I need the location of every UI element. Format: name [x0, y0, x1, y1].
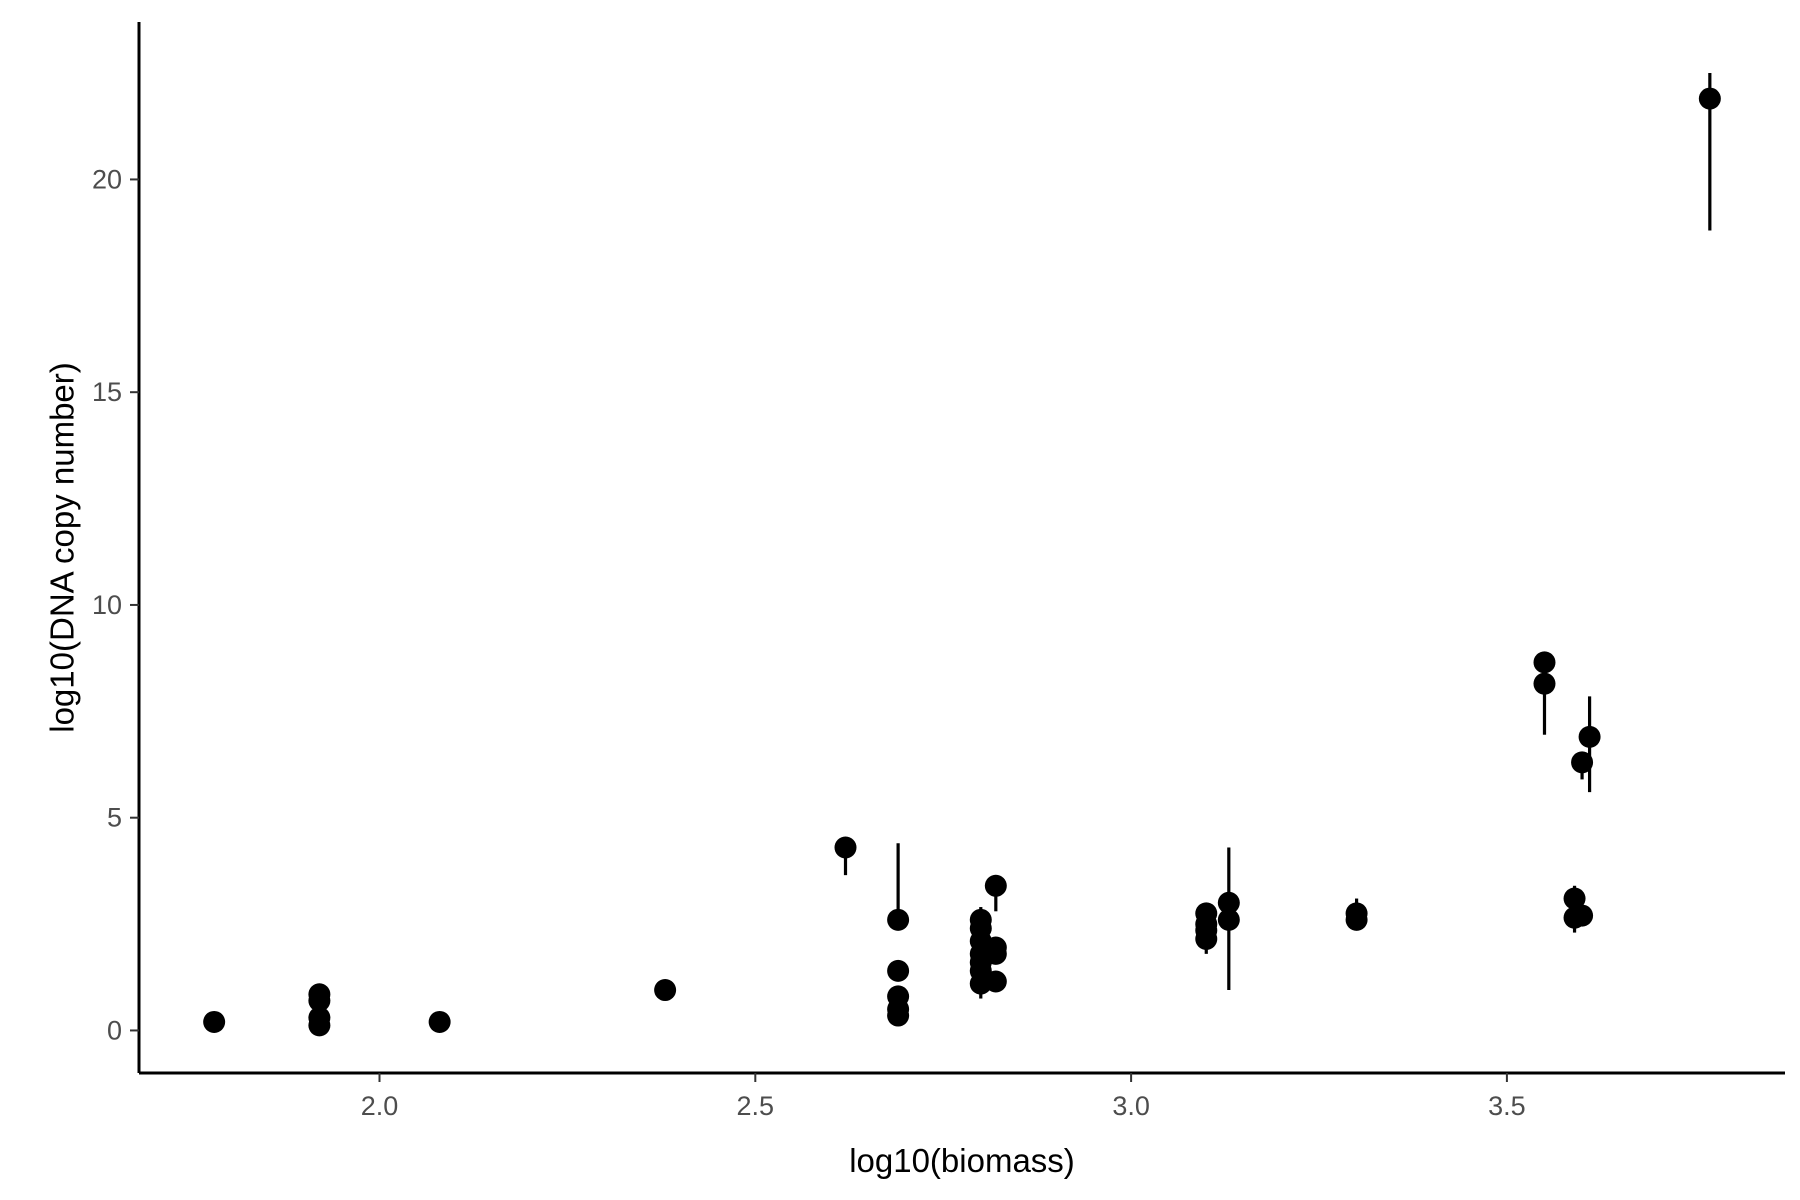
- data-point: [887, 1004, 910, 1027]
- axes: [137, 22, 1785, 1075]
- x-axis-ticks: 2.0 2.5 3.0 3.5: [361, 1073, 1526, 1121]
- data-point: [887, 959, 910, 982]
- y-tick-label: 0: [107, 1015, 122, 1045]
- data-point: [984, 970, 1007, 993]
- y-axis-ticks: 0 5 10 15 20: [92, 164, 139, 1045]
- x-tick-label: 3.0: [1112, 1091, 1150, 1121]
- x-tick-label: 3.5: [1488, 1091, 1526, 1121]
- y-tick-label: 10: [92, 590, 122, 620]
- data-point: [1578, 725, 1601, 748]
- y-tick-label: 20: [92, 164, 122, 194]
- data-point: [1217, 891, 1240, 914]
- data-point: [1533, 651, 1556, 674]
- data-point: [1345, 908, 1368, 931]
- data-point: [887, 908, 910, 931]
- data-point: [984, 874, 1007, 897]
- data-point: [1533, 672, 1556, 695]
- data-point: [1195, 927, 1218, 950]
- y-tick-label: 5: [107, 803, 122, 833]
- data-point: [203, 1010, 226, 1033]
- x-axis-title: log10(biomass): [849, 1142, 1075, 1179]
- data-point: [984, 942, 1007, 965]
- data-points: [203, 87, 1721, 1037]
- data-point: [1217, 908, 1240, 931]
- x-tick-label: 2.0: [361, 1091, 399, 1121]
- y-tick-label: 15: [92, 377, 122, 407]
- data-point: [428, 1010, 451, 1033]
- error-bars: [843, 73, 1712, 999]
- data-point: [654, 979, 677, 1002]
- data-point: [1571, 751, 1594, 774]
- data-point: [1563, 887, 1586, 910]
- data-point: [1698, 87, 1721, 110]
- x-tick-label: 2.5: [737, 1091, 775, 1121]
- data-point: [834, 836, 857, 859]
- data-point: [308, 989, 331, 1012]
- y-axis-title: log10(DNA copy number): [44, 362, 81, 733]
- data-point: [308, 1014, 331, 1037]
- data-point: [1571, 904, 1594, 927]
